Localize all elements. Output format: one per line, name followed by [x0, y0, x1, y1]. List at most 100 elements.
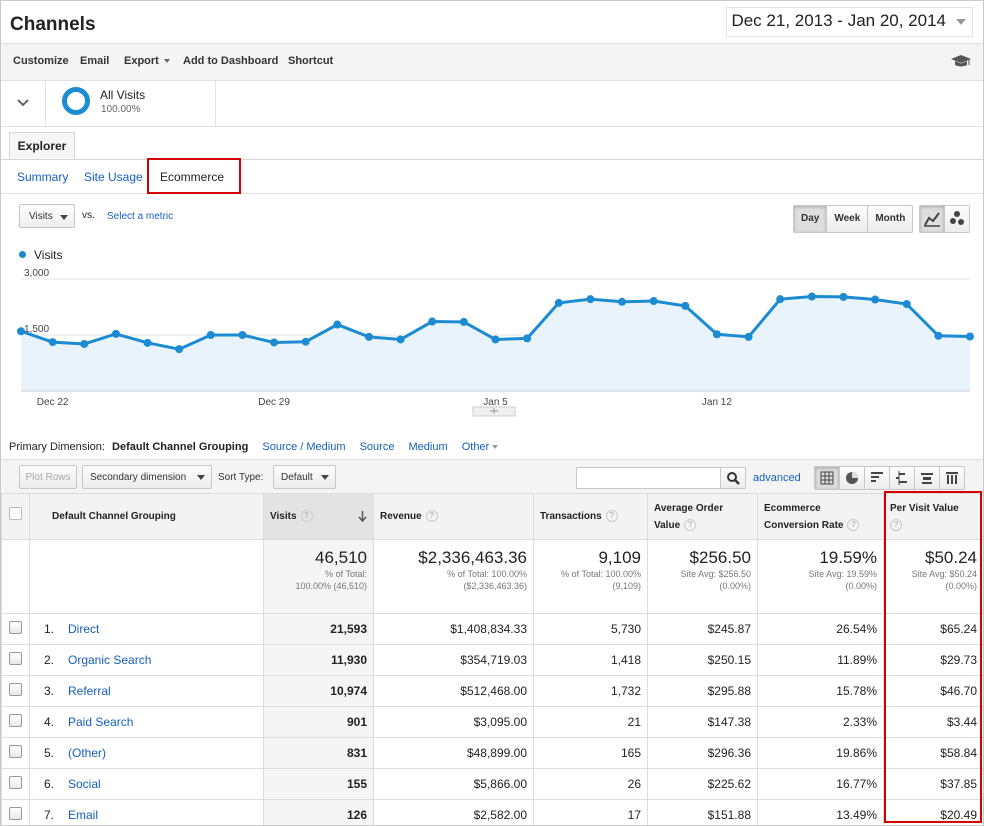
help-icon[interactable]: ? [847, 518, 860, 531]
row-checkbox[interactable] [9, 807, 22, 820]
data-point [143, 338, 152, 347]
row-channel-link[interactable]: Paid Search [68, 715, 134, 729]
row-channel-link[interactable]: Direct [68, 622, 100, 636]
header-revenue-label: Revenue [380, 511, 422, 522]
report-toolbar: Customize Email Export Add to Dashboard … [1, 43, 983, 81]
data-point [681, 301, 690, 310]
header-ecr-label-2: Conversion Rate [764, 519, 844, 531]
header-average-order-value[interactable]: Average Order Value? [647, 493, 758, 540]
row-channel-cell: 6. Social [29, 768, 264, 800]
row-channel-link[interactable]: Social [68, 777, 101, 791]
header-transactions-label: Transactions [540, 511, 602, 522]
row-ecr: 11.89% [757, 644, 884, 676]
totals-visits-value: 46,510 [315, 548, 367, 567]
row-channel-link[interactable]: (Other) [68, 746, 107, 760]
period-day-button[interactable]: Day [794, 206, 828, 232]
metric-select[interactable]: Visits [19, 204, 75, 228]
data-point [48, 338, 57, 347]
row-transactions: 5,730 [533, 613, 648, 645]
totals-transactions-value: 9,109 [598, 548, 641, 567]
email-button[interactable]: Email [80, 55, 110, 67]
row-channel-link[interactable]: Referral [68, 684, 111, 698]
help-icon[interactable]: ? [684, 518, 697, 531]
data-point [934, 331, 943, 340]
data-point [744, 332, 753, 341]
sort-type-select[interactable]: Default [273, 465, 336, 489]
customize-button[interactable]: Customize [13, 55, 69, 67]
period-month-button[interactable]: Month [868, 206, 913, 232]
row-checkbox-cell [1, 737, 30, 769]
row-aov: $225.62 [647, 768, 758, 800]
header-per-visit-value[interactable]: Per Visit Value? [883, 493, 983, 540]
row-checkbox[interactable] [9, 683, 22, 696]
row-channel-link[interactable]: Email [68, 808, 99, 822]
header-visits[interactable]: Visits? [263, 493, 374, 540]
dimension-source[interactable]: Source [359, 441, 395, 453]
row-index: 1. [44, 622, 55, 636]
table-search-input[interactable] [576, 467, 722, 489]
search-icon [727, 472, 740, 485]
view-performance-button[interactable] [865, 467, 890, 489]
help-icon[interactable]: ? [890, 518, 902, 531]
totals-revenue-value: $2,336,463.36 [418, 548, 527, 567]
header-ecommerce-conversion-rate[interactable]: Ecommerce Conversion Rate? [757, 493, 884, 540]
per-visit-value-highlight [884, 491, 982, 823]
motion-chart-button[interactable] [945, 206, 969, 232]
shortcut-button[interactable]: Shortcut [288, 55, 334, 67]
data-point [807, 292, 816, 301]
row-revenue: $1,408,834.33 [373, 613, 534, 645]
totals-ecr-value: 19.59% [819, 548, 877, 567]
totals-visits-sub1: % of Total: [325, 569, 367, 579]
data-point [364, 332, 373, 341]
data-point [776, 295, 785, 304]
row-checkbox[interactable] [9, 745, 22, 758]
row-checkbox[interactable] [9, 621, 22, 634]
help-icon[interactable]: ? [605, 510, 618, 523]
row-checkbox[interactable] [9, 776, 22, 789]
help-icon[interactable]: ? [425, 510, 438, 523]
period-week-button[interactable]: Week [827, 206, 869, 232]
header-revenue[interactable]: Revenue? [373, 493, 534, 540]
help-icon[interactable]: ? [300, 510, 313, 523]
row-ecr: 16.77% [757, 768, 884, 800]
data-point [301, 337, 310, 346]
export-button[interactable]: Export [124, 55, 170, 67]
view-comparison-button[interactable] [890, 467, 915, 489]
graduation-cap-icon[interactable] [951, 54, 971, 68]
segment-toggle[interactable] [1, 80, 46, 126]
dimension-default-channel-grouping[interactable]: Default Channel Grouping [112, 441, 249, 453]
add-to-dashboard-button[interactable]: Add to Dashboard [183, 55, 279, 67]
row-aov: $245.87 [647, 613, 758, 645]
plot-rows-button[interactable]: Plot Rows [19, 465, 77, 489]
subtab-site-usage[interactable]: Site Usage [84, 170, 143, 184]
subtab-summary[interactable]: Summary [17, 170, 69, 184]
dimension-source-medium[interactable]: Source / Medium [262, 441, 346, 453]
date-range-picker[interactable]: Dec 21, 2013 - Jan 20, 2014 [726, 7, 973, 37]
tab-explorer[interactable]: Explorer [9, 132, 75, 159]
table-search-button[interactable] [720, 467, 746, 489]
subtab-ecommerce[interactable]: Ecommerce [160, 170, 225, 184]
row-checkbox[interactable] [9, 652, 22, 665]
dimension-medium[interactable]: Medium [408, 441, 448, 453]
row-aov: $151.88 [647, 799, 758, 825]
row-channel-link[interactable]: Organic Search [68, 653, 152, 667]
dimension-other-label: Other [461, 441, 490, 453]
segment-all-visits[interactable]: All Visits 100.00% [45, 80, 216, 126]
line-chart-button[interactable] [920, 206, 945, 232]
secondary-dimension-select[interactable]: Secondary dimension [82, 465, 212, 489]
select-all-checkbox[interactable] [9, 507, 22, 520]
view-table-button[interactable] [815, 467, 840, 489]
header-transactions[interactable]: Transactions? [533, 493, 648, 540]
period-selector: Day Week Month [793, 205, 914, 233]
y-tick-label: 3,000 [24, 268, 49, 279]
header-default-channel-grouping[interactable]: Default Channel Grouping [29, 493, 264, 540]
view-term-cloud-button[interactable] [915, 467, 940, 489]
totals-row: 46,510 % of Total: 100.00% (46,510) $2,336… [1, 539, 983, 614]
row-aov: $296.36 [647, 737, 758, 769]
row-checkbox[interactable] [9, 714, 22, 727]
view-pivot-button[interactable] [940, 467, 964, 489]
dimension-other[interactable]: Other [462, 441, 499, 453]
advanced-filter-link[interactable]: advanced [753, 472, 801, 484]
view-percentage-button[interactable] [840, 467, 865, 489]
select-metric-link[interactable]: Select a metric [107, 211, 174, 222]
